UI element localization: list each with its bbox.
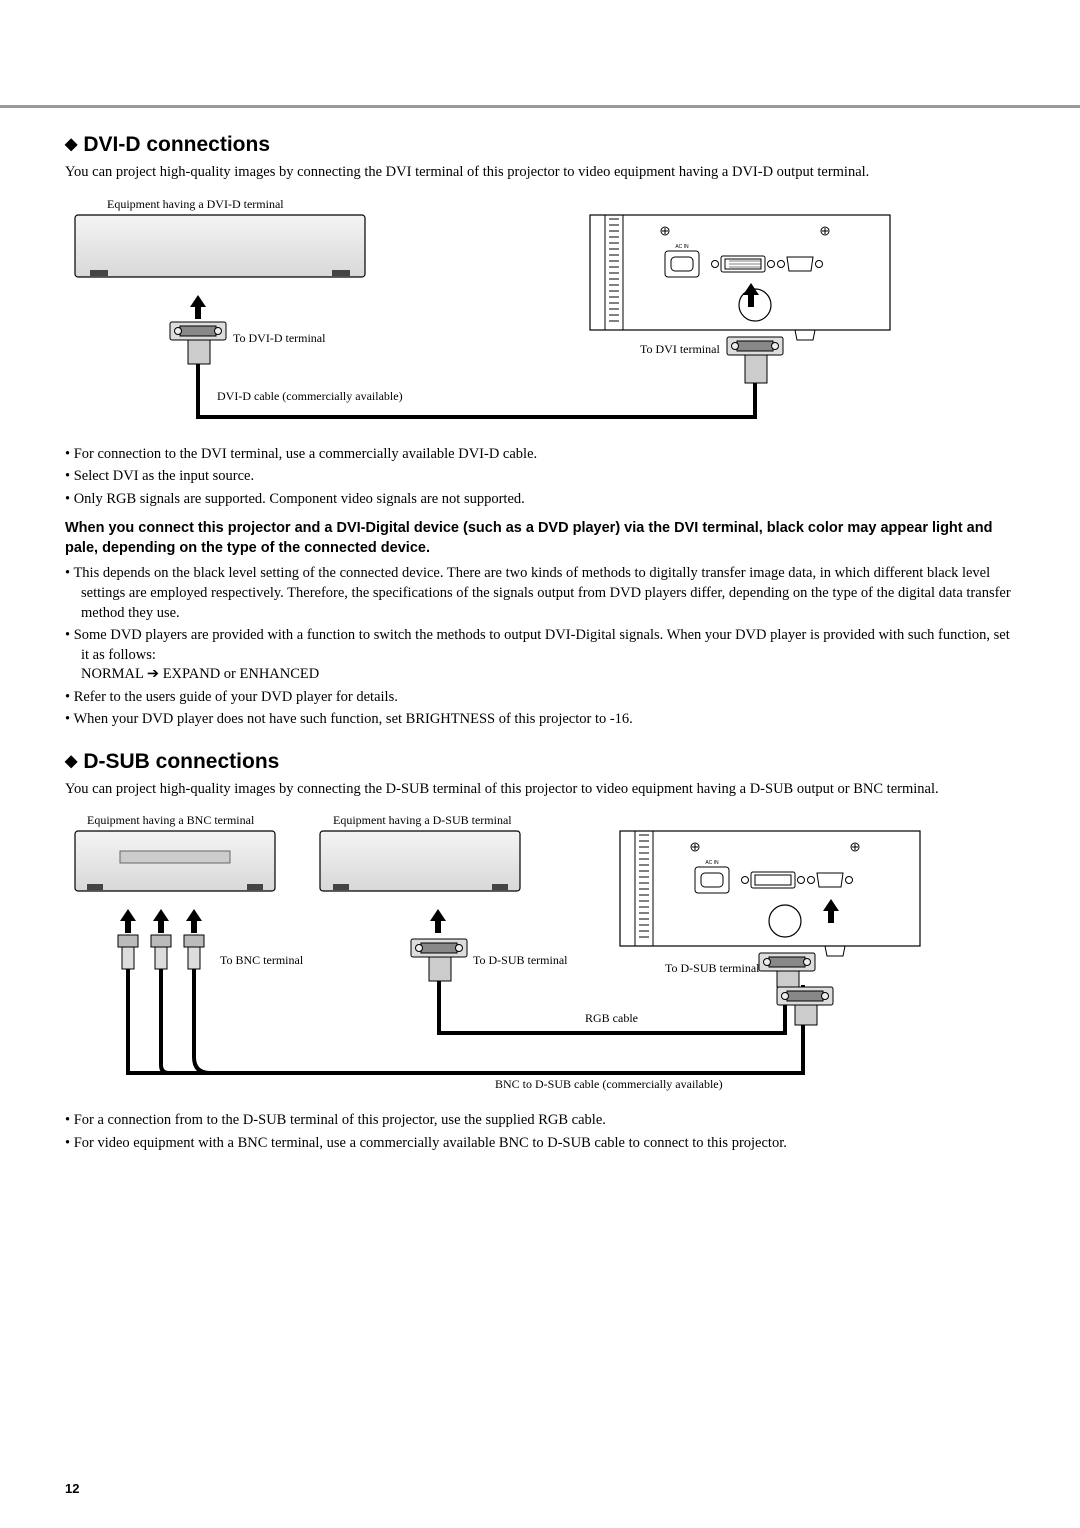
page-number: 12 bbox=[65, 1481, 79, 1496]
label-to-dvid: To DVI-D terminal bbox=[233, 331, 325, 346]
section2-heading: ◆D-SUB connections bbox=[65, 750, 1015, 774]
label-bnc-cable: BNC to D-SUB cable (commercially availab… bbox=[495, 1077, 723, 1092]
label-equip-bnc: Equipment having a BNC terminal bbox=[87, 813, 254, 828]
svg-text:AC IN: AC IN bbox=[675, 244, 689, 250]
section1-heading: ◆DVI-D connections bbox=[65, 133, 1015, 157]
section1-bold-note: When you connect this projector and a DV… bbox=[65, 519, 1015, 558]
s1-b2-1: Some DVD players are provided with a fun… bbox=[65, 626, 1015, 685]
label-to-bnc: To BNC terminal bbox=[220, 953, 303, 968]
s1-normal-line: NORMAL ➔ EXPAND or ENHANCED bbox=[81, 666, 319, 682]
s1-b1-1: Select DVI as the input source. bbox=[65, 467, 1015, 487]
section2-heading-text: D-SUB connections bbox=[83, 750, 279, 773]
section1-bullets1: For connection to the DVI terminal, use … bbox=[65, 445, 1015, 510]
s1-b1-2: Only RGB signals are supported. Componen… bbox=[65, 490, 1015, 510]
section1-intro: You can project high-quality images by c… bbox=[65, 163, 1015, 183]
s1-b2-3: When your DVD player does not have such … bbox=[65, 710, 1015, 730]
diagram-dvid-svg: AC IN bbox=[65, 197, 1015, 427]
s1-b2-2: Refer to the users guide of your DVD pla… bbox=[65, 688, 1015, 708]
label-to-dsub: To D-SUB terminal bbox=[473, 953, 567, 968]
label-dvid-cable: DVI-D cable (commercially available) bbox=[217, 389, 403, 404]
section1-heading-text: DVI-D connections bbox=[83, 133, 270, 156]
label-equip-dsub: Equipment having a D-SUB terminal bbox=[333, 813, 512, 828]
svg-text:AC IN: AC IN bbox=[705, 860, 719, 866]
s2-b-1: For video equipment with a BNC terminal,… bbox=[65, 1134, 1015, 1154]
section1-bullets2: This depends on the black level setting … bbox=[65, 564, 1015, 730]
label-equipment-dvid: Equipment having a DVI-D terminal bbox=[107, 197, 284, 212]
page: ◆DVI-D connections You can project high-… bbox=[0, 0, 1080, 1194]
section2-bullets: For a connection from to the D-SUB termi… bbox=[65, 1111, 1015, 1153]
diagram-dvid: AC IN bbox=[65, 197, 1015, 427]
s2-b-0: For a connection from to the D-SUB termi… bbox=[65, 1111, 1015, 1131]
s1-b1-0: For connection to the DVI terminal, use … bbox=[65, 445, 1015, 465]
label-to-dsub2: To D-SUB terminal bbox=[665, 961, 759, 976]
section2-intro: You can project high-quality images by c… bbox=[65, 780, 1015, 800]
s1-b2-0: This depends on the black level setting … bbox=[65, 564, 1015, 623]
label-to-dvi: To DVI terminal bbox=[640, 342, 720, 357]
label-rgb-cable: RGB cable bbox=[585, 1011, 638, 1026]
diagram-dsub: AC IN bbox=[65, 813, 1015, 1093]
